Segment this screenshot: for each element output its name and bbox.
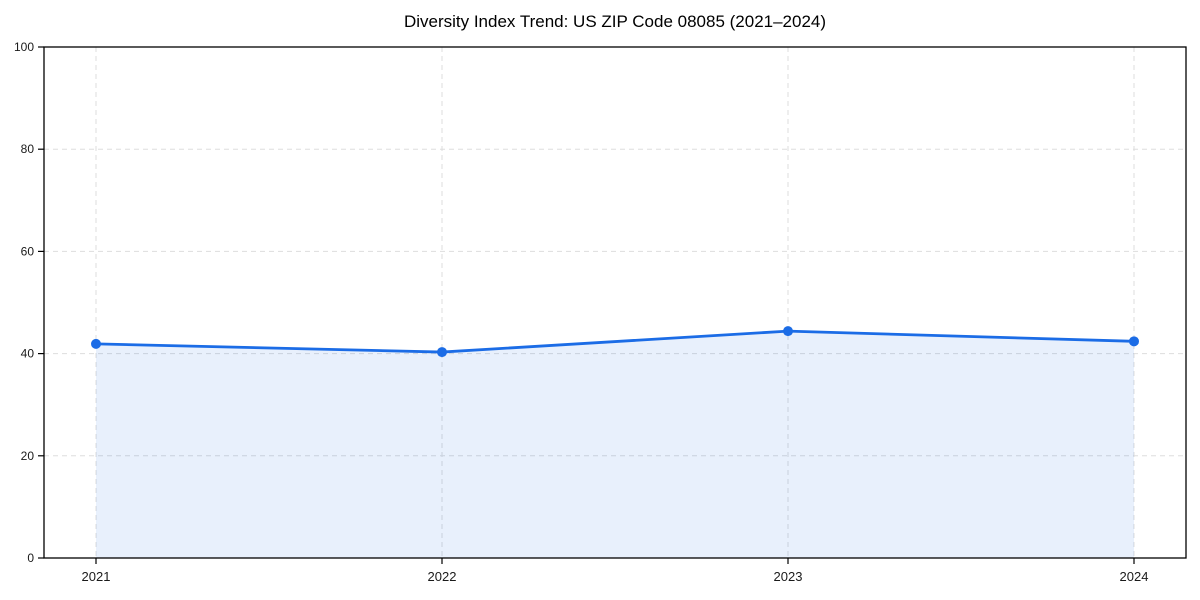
data-point [91,338,101,349]
area-fill [96,331,1134,558]
x-tick-label: 2022 [428,569,457,584]
y-tick-label: 40 [21,347,35,361]
x-tick-label: 2021 [82,569,111,584]
x-tick-label: 2024 [1120,569,1149,584]
y-tick-label: 0 [27,551,34,565]
data-point [437,347,447,358]
y-tick-label: 60 [21,244,35,258]
data-point [1129,336,1139,347]
plot-area: 0 20 40 60 80 100 2021 2022 2023 2024 [14,40,1187,584]
y-tick-label: 20 [21,449,35,463]
y-tick-label: 100 [14,40,34,54]
trend-line [95,329,1135,354]
plot-border [43,46,1187,559]
data-point [783,326,793,337]
x-tick-label: 2023 [774,569,803,584]
chart-title: Diversity Index Trend: US ZIP Code 08085… [404,12,826,31]
y-tick-label: 80 [21,142,35,156]
